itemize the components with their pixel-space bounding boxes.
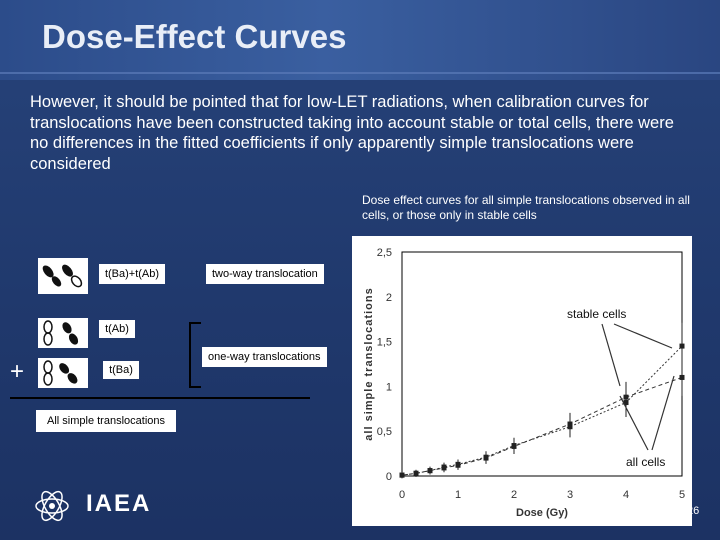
x-tick-label: 5	[679, 489, 685, 501]
two-way-label: two-way translocation	[206, 264, 324, 284]
label-tba: t(Ba)	[103, 361, 139, 379]
y-tick-label: 0	[386, 471, 392, 483]
iaea-logo-icon	[28, 486, 76, 526]
divider-line	[10, 397, 310, 399]
y-tick-label: 2	[386, 292, 392, 304]
plot-frame	[401, 251, 683, 477]
chart-caption: Dose effect curves for all simple transl…	[362, 193, 690, 222]
label-tbab: t(Ba)+t(Ab)	[99, 264, 165, 284]
annotation-arrow	[613, 323, 673, 349]
label-tab: t(Ab)	[99, 320, 135, 338]
x-tick-label: 1	[455, 489, 461, 501]
annotation-arrow	[619, 395, 649, 451]
x-tick-label: 4	[623, 489, 629, 501]
chromosome-tab-icon	[38, 318, 88, 348]
iaea-logo-text: IAEA	[86, 490, 152, 517]
all-simple-label: All simple translocations	[36, 410, 176, 432]
series-line	[401, 345, 683, 476]
y-tick-label: 1	[386, 381, 392, 393]
plus-sign: +	[10, 358, 25, 385]
y-tick-label: 1,5	[377, 337, 392, 349]
chart-svg: 0 0,5 1 1,5 2 2,5 0 1 2 3 4 5 Dose (Gy) all simple tr…	[363, 247, 685, 519]
annotation-stable-cells: stable cells	[567, 307, 626, 321]
annotation-all-cells: all cells	[626, 455, 665, 469]
x-tick-label: 3	[567, 489, 573, 501]
title-stripe	[0, 72, 720, 74]
x-tick-label: 0	[399, 489, 405, 501]
slide-title: Dose-Effect Curves	[42, 18, 347, 55]
title-band	[0, 0, 720, 80]
annotation-arrow	[601, 323, 621, 387]
chromosome-tba-icon	[38, 358, 88, 388]
body-text: However, it should be pointed that for l…	[30, 93, 674, 173]
bracket	[189, 322, 201, 388]
dose-effect-chart: 0 0,5 1 1,5 2 2,5 0 1 2 3 4 5 Dose (Gy) all simple tr…	[352, 236, 692, 526]
chromosome-pair-icon	[38, 258, 88, 294]
x-axis-label: Dose (Gy)	[516, 507, 568, 519]
one-way-label: one-way translocations	[202, 347, 327, 367]
y-tick-label: 2,5	[377, 247, 392, 259]
page-number: 26	[687, 505, 700, 517]
x-tick-label: 2	[511, 489, 517, 501]
y-axis-label: all simple translocations	[363, 287, 375, 440]
annotation-arrow	[651, 375, 675, 451]
y-tick-label: 0,5	[377, 426, 392, 438]
